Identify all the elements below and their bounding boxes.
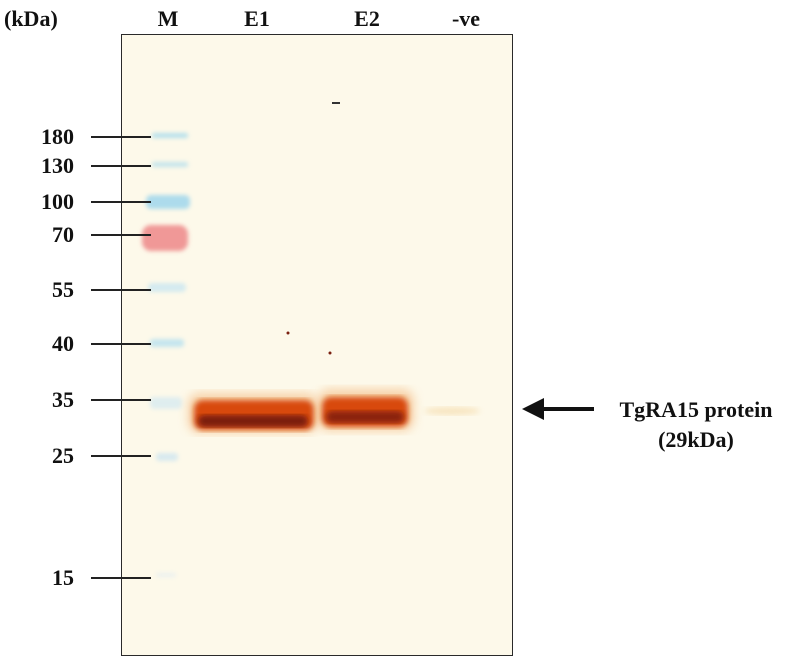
ladder-band-15 — [156, 573, 176, 577]
gel-speck — [328, 351, 332, 355]
band-e1 — [188, 393, 318, 433]
mw-tick-100 — [91, 201, 151, 203]
ladder-band-55 — [148, 283, 186, 292]
ladder-band-180 — [152, 133, 188, 138]
lane-label-e2: E2 — [354, 6, 380, 31]
lane-label-m: M — [157, 6, 179, 31]
ladder-band-40 — [150, 339, 184, 347]
ladder-band-70 — [142, 225, 188, 251]
band-negative-faint — [424, 407, 480, 415]
mw-label-40: 40 — [52, 331, 74, 356]
mw-label-35: 35 — [52, 387, 74, 412]
mw-label-25: 25 — [52, 443, 74, 468]
mw-tick-180 — [91, 136, 151, 138]
mw-label-70: 70 — [52, 222, 74, 247]
gel-speck — [332, 102, 340, 104]
protein-name: TgRA15 protein — [619, 397, 773, 422]
mw-label-55: 55 — [52, 277, 74, 302]
mw-label-180: 180 — [41, 124, 74, 149]
arrow-left-icon — [522, 398, 594, 420]
mw-label-15: 15 — [52, 565, 74, 590]
protein-annotation: TgRA15 protein (29kDa) — [598, 395, 794, 455]
lane-label-e1: E1 — [244, 6, 270, 31]
mw-label-100: 100 — [41, 189, 74, 214]
gel-image — [121, 34, 513, 656]
mw-label-130: 130 — [41, 153, 74, 178]
band-e2 — [318, 389, 414, 431]
protein-size: (29kDa) — [658, 427, 734, 452]
molecular-weight-unit-label: (kDa) — [4, 6, 58, 31]
ladder-band-100 — [146, 195, 190, 209]
ladder-band-25 — [156, 453, 178, 461]
mw-tick-70 — [91, 234, 151, 236]
gel-speck — [286, 331, 290, 335]
lane-label-negative: -ve — [451, 6, 481, 31]
mw-tick-15 — [91, 577, 151, 579]
mw-tick-40 — [91, 343, 151, 345]
mw-tick-130 — [91, 165, 151, 167]
ladder-band-35 — [150, 397, 182, 409]
marker-ladder — [142, 133, 190, 577]
mw-tick-35 — [91, 399, 151, 401]
ladder-band-130 — [152, 162, 188, 167]
mw-tick-25 — [91, 455, 151, 457]
mw-tick-55 — [91, 289, 151, 291]
gel-bands-graphic — [142, 102, 480, 577]
